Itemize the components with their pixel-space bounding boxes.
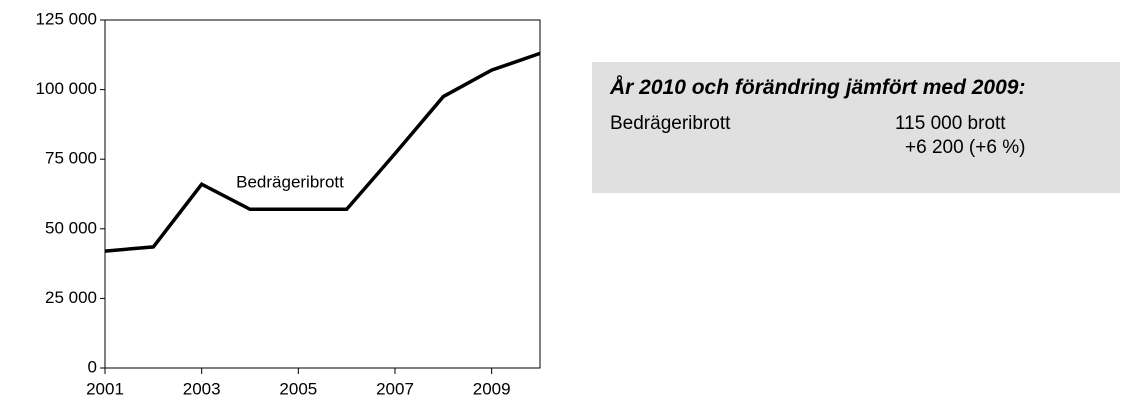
x-tick-label: 2007 [376, 379, 414, 398]
info-change: +6 200 (+6 %) [905, 137, 1026, 158]
info-values: 115 000 brott +6 200 (+6 %) [895, 112, 1025, 160]
x-tick-label: 2009 [473, 379, 511, 398]
info-row: Bedrägeribrott 115 000 brott +6 200 (+6 … [610, 112, 1102, 160]
info-title: År 2010 och förändring jämfört med 2009: [610, 76, 1026, 99]
plot-frame [104, 19, 541, 369]
info-count: 115 000 brott [895, 113, 1006, 134]
info-label: Bedrägeribrott [610, 113, 731, 134]
y-tick-label: 25 000 [45, 288, 97, 307]
info-box: År 2010 och förändring jämfört med 2009:… [592, 62, 1120, 193]
x-tick-label: 2003 [183, 379, 221, 398]
y-tick-label: 0 [88, 357, 97, 376]
y-tick-label: 75 000 [45, 149, 97, 168]
chart: 0 25 000 50 000 75 000 100 000 125 000 2001 200… [36, 9, 541, 398]
y-tick-label: 125 000 [36, 9, 97, 28]
data-line [104, 51, 541, 253]
y-tick-label: 50 000 [45, 218, 97, 237]
x-tick-label: 2005 [279, 379, 317, 398]
annotation: Bedrägeribrott [236, 172, 344, 191]
x-tick-label: 2001 [86, 379, 124, 398]
y-tick-label: 100 000 [36, 79, 97, 98]
